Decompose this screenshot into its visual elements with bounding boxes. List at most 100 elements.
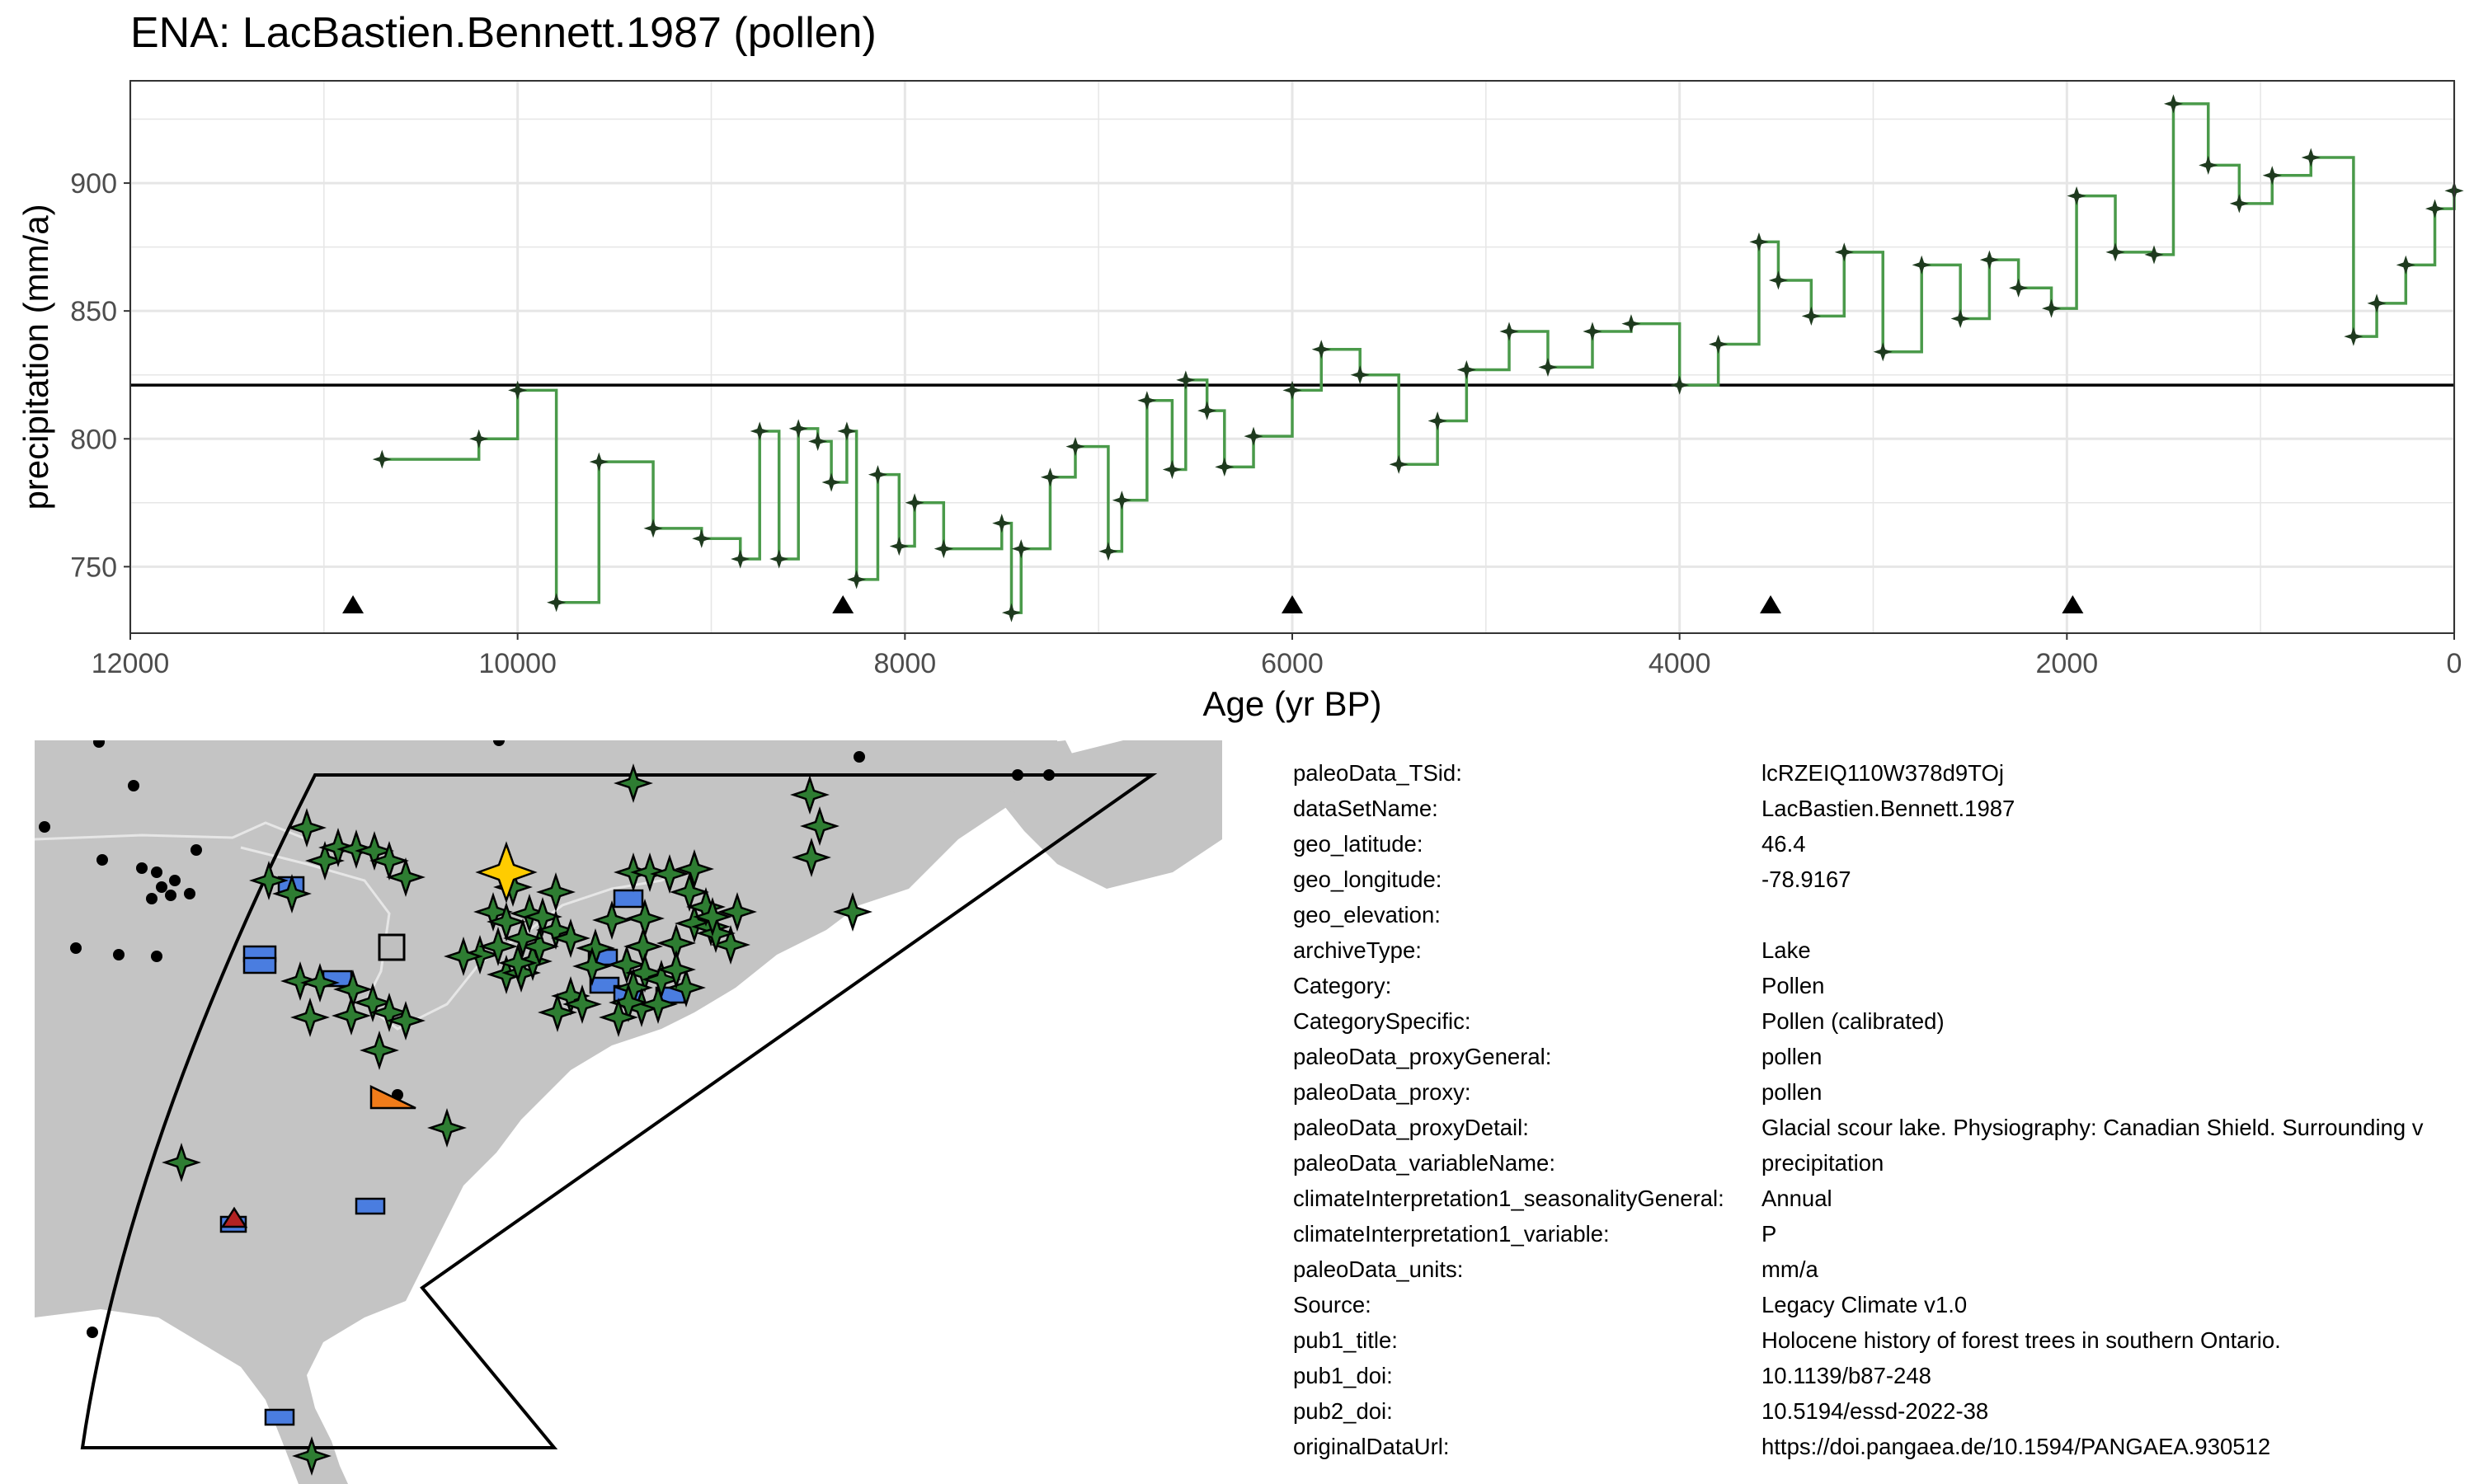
metadata-row: geo_elevation: — [1293, 902, 2474, 937]
site-marker-star — [272, 874, 312, 913]
metadata-key: paleoData_proxy: — [1293, 1079, 1471, 1105]
site-marker-star — [369, 993, 409, 1032]
data-point — [750, 421, 769, 441]
outside-site-dot — [151, 951, 162, 962]
site-marker-star — [280, 961, 320, 1001]
x-axis-label: Age (yr BP) — [1202, 684, 1381, 723]
chron-control-triangle — [832, 595, 854, 613]
site-marker-star — [498, 943, 538, 983]
data-point — [1040, 467, 1061, 487]
data-point — [808, 431, 828, 451]
data-point — [769, 549, 789, 569]
great-lakes-border — [240, 846, 695, 1031]
metadata-key: pub2_doi: — [1293, 1398, 1393, 1424]
map-markers — [39, 740, 1055, 1476]
x-tick-label: 12000 — [92, 648, 170, 679]
metadata-row: pub1_doi: 10.1139/b87-248 — [1293, 1363, 2474, 1398]
data-point — [2067, 186, 2086, 206]
outside-site-dot — [190, 844, 202, 856]
metadata-row: paleoData_proxy: pollen — [1293, 1079, 2474, 1115]
site-marker-star — [630, 852, 670, 892]
site-marker-star — [538, 993, 577, 1032]
metadata-row: Category: Pollen — [1293, 973, 2474, 1008]
outside-site-dot — [146, 893, 158, 904]
data-point — [589, 452, 609, 472]
outside-site-dot — [128, 780, 139, 791]
data-point — [905, 493, 924, 513]
data-point — [1538, 357, 1558, 377]
data-point — [1979, 250, 1999, 270]
site-marker-star — [290, 998, 330, 1037]
data-point — [2425, 199, 2445, 218]
site-map — [35, 740, 1222, 1484]
outside-site-dot — [113, 949, 125, 960]
site-marker-rect — [264, 1408, 295, 1426]
metadata-key: climateInterpretation1_seasonalityGenera… — [1293, 1186, 1724, 1211]
data-point — [1389, 454, 1409, 474]
site-marker-star — [510, 894, 549, 933]
outside-site-dot — [156, 881, 167, 893]
metadata-value: Lake — [1761, 937, 1811, 963]
outside-site-dot — [169, 875, 181, 886]
chron-control-triangle — [2062, 595, 2084, 613]
metadata-value: Pollen — [1761, 973, 1825, 998]
x-tick-label: 0 — [2447, 648, 2462, 679]
data-point — [1162, 459, 1182, 480]
metadata-row: geo_longitude: -78.9167 — [1293, 866, 2474, 902]
x-tick-label: 8000 — [874, 648, 937, 679]
data-point — [469, 429, 489, 448]
data-point — [821, 472, 841, 492]
x-tick-label: 2000 — [2036, 648, 2099, 679]
metadata-value: Glacial scour lake. Physiography: Canadi… — [1761, 1115, 2424, 1140]
metadata-row: originalDataUrl: https://doi.pangaea.de/1… — [1293, 1434, 2474, 1469]
site-marker-star — [599, 998, 638, 1037]
site-marker-star — [318, 828, 358, 867]
data-point — [847, 570, 867, 589]
chron-control-triangle — [342, 595, 365, 613]
metadata-row: paleoData_TSid: lcRZEIQ110W378d9TOj — [1293, 760, 2474, 796]
data-points — [372, 94, 2464, 622]
metadata-value: 10.5194/essd-2022-38 — [1761, 1398, 1989, 1424]
metadata-row: paleoData_proxyDetail: Glacial scour lake… — [1293, 1115, 2474, 1150]
x-tick-label: 4000 — [1649, 648, 1711, 679]
data-point — [1098, 542, 1118, 561]
site-marker-star — [711, 925, 750, 965]
data-point — [992, 514, 1012, 533]
metadata-row: pub1_title: Holocene history of forest tr… — [1293, 1327, 2474, 1363]
metadata-row: archiveType: Lake — [1293, 937, 2474, 973]
metadata-key: pub1_doi: — [1293, 1363, 1393, 1388]
site-marker-star — [478, 927, 518, 966]
chron-control-markers — [342, 595, 2084, 613]
data-point — [2144, 245, 2164, 265]
metadata-key: geo_elevation: — [1293, 902, 1441, 928]
site-marker-star — [666, 968, 706, 1007]
site-marker-star — [536, 872, 576, 912]
site-marker-star — [614, 763, 653, 803]
site-marker-star — [353, 983, 393, 1022]
data-point — [547, 593, 567, 613]
selected-site-star — [475, 841, 538, 904]
metadata-key: paleoData_units: — [1293, 1256, 1464, 1282]
chart-title: ENA: LacBastien.Bennett.1987 (pollen) — [130, 9, 877, 57]
site-marker-star — [292, 1436, 332, 1476]
data-point — [2009, 278, 2029, 298]
outside-site-dot — [493, 740, 505, 746]
metadata-value: Legacy Climate v1.0 — [1761, 1292, 1968, 1317]
precipitation-step-line — [382, 102, 2456, 614]
site-marker-star — [287, 808, 327, 848]
data-point — [2301, 148, 2321, 167]
series-layer — [382, 102, 2456, 614]
site-marker-star — [696, 913, 736, 953]
site-marker-rect — [613, 889, 644, 909]
metadata-value: P — [1761, 1221, 1777, 1247]
metadata-key: pub1_title: — [1293, 1327, 1398, 1353]
metadata-key: dataSetName: — [1293, 796, 1438, 821]
data-point — [1621, 314, 1641, 334]
outside-site-dot — [70, 942, 82, 954]
metadata-key: Category: — [1293, 973, 1392, 998]
metadata-value: pollen — [1761, 1044, 1823, 1069]
metadata-panel: paleoData_TSid: lcRZEIQ110W378d9TOj dataSe… — [1293, 742, 2474, 1484]
metadata-value: precipitation — [1761, 1150, 1884, 1176]
data-point — [1834, 242, 1854, 262]
metadata-value: lcRZEIQ110W378d9TOj — [1761, 760, 2004, 786]
